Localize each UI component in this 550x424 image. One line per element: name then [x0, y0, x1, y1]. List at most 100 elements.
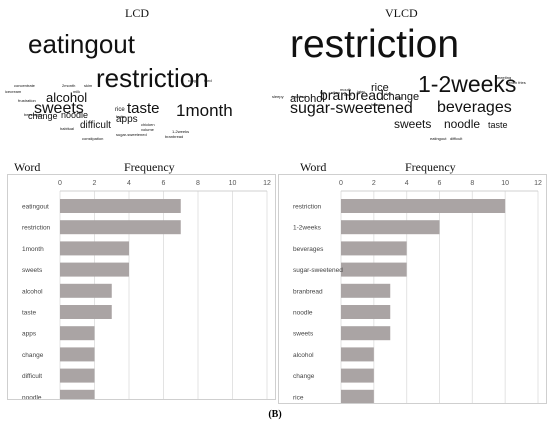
- cloud-word: constipation: [82, 135, 104, 141]
- cloud-word: beverages: [24, 111, 43, 117]
- bar: [60, 326, 95, 341]
- cloud-word: eatingout: [28, 29, 135, 60]
- x-tick-label: 2: [93, 180, 97, 187]
- bar: [60, 389, 95, 399]
- cloud-word: volume: [141, 126, 154, 132]
- category-label: branbread: [293, 288, 323, 295]
- category-label: difficult: [22, 373, 42, 380]
- bar: [341, 326, 391, 341]
- cloud-word: rough: [188, 77, 199, 83]
- cloud-word: fun: [320, 89, 326, 95]
- cloud-word: branbread: [320, 86, 384, 103]
- cloud-word: 1-2weeks: [172, 128, 190, 134]
- x-tick-label: 12: [263, 180, 271, 187]
- x-tick-label: 0: [339, 180, 343, 187]
- category-label: rice: [293, 394, 304, 401]
- bar: [60, 305, 112, 319]
- x-tick-label: 4: [405, 180, 409, 187]
- bar: [341, 283, 391, 298]
- cloud-word: taste: [127, 100, 160, 117]
- category-label: eatingout: [22, 204, 49, 211]
- cloud-word: 2month: [62, 82, 76, 88]
- cloud-word: sugar-sweetened: [290, 100, 413, 118]
- x-tick-label: 0: [58, 180, 62, 187]
- category-label: alcohol: [22, 288, 43, 295]
- cloud-word: rice: [371, 82, 389, 95]
- vlcd-word-cloud: restriction 1-2weeks branbread change rice al…: [0, 0, 550, 150]
- bar: [341, 199, 506, 213]
- cloud-word: restriction: [96, 63, 209, 94]
- category-label: 1-2weeks: [293, 225, 322, 232]
- category-label: 1month: [22, 246, 44, 253]
- x-tick-label: 8: [470, 180, 474, 187]
- cloud-word: fried: [204, 77, 212, 83]
- category-label: alcohol: [293, 352, 314, 359]
- cloud-word: dark: [344, 91, 352, 97]
- cloud-word: meeting: [497, 74, 512, 80]
- cloud-word: sugar-sweetened: [116, 131, 147, 137]
- cloud-word: taste: [488, 119, 508, 130]
- x-tick-label: 4: [127, 180, 131, 187]
- cloud-word: mouth: [340, 86, 352, 92]
- bar: [60, 199, 181, 213]
- x-tick-label: 2: [372, 180, 376, 187]
- category-label: sugar-sweetened: [293, 267, 343, 274]
- category-label: change: [293, 373, 315, 380]
- cloud-word: change: [383, 91, 420, 104]
- x-tick-label: 10: [501, 180, 509, 187]
- lcd-word-header: Word: [14, 160, 41, 174]
- cloud-word: apps: [116, 114, 138, 125]
- cloud-word: 1-2weeks: [418, 70, 517, 97]
- category-label: restriction: [22, 225, 51, 232]
- lcd-panel-title: LCD: [125, 6, 149, 20]
- category-label: restriction: [293, 204, 322, 211]
- bar: [341, 368, 374, 383]
- category-label: change: [22, 352, 44, 359]
- vlcd-frequency-chart: 0 2 4 6 8 10 12 restriction 1-2weeks beverages sug…: [278, 174, 547, 404]
- x-tick-label: 6: [438, 180, 442, 187]
- bar: [341, 389, 374, 403]
- cloud-word: food: [395, 94, 403, 100]
- bar: [60, 347, 95, 362]
- bar: [341, 220, 440, 235]
- bar: [60, 368, 95, 383]
- category-label: sweets: [22, 267, 43, 274]
- cloud-word: chicken: [141, 121, 155, 127]
- cloud-word: noodle: [444, 117, 481, 132]
- category-label: apps: [22, 331, 37, 338]
- category-label: beverages: [293, 246, 324, 253]
- bar: [60, 283, 112, 298]
- lcd-frequency-header: Frequency: [124, 160, 175, 174]
- cloud-word: french fries: [506, 79, 526, 85]
- bar: [341, 241, 407, 256]
- vlcd-word-header: Word: [300, 160, 327, 174]
- cloud-word: alcohol: [46, 89, 88, 105]
- cloud-word: sweets: [34, 100, 84, 118]
- cloud-word: difficult: [450, 135, 463, 141]
- bar: [60, 241, 129, 256]
- vlcd-bar-chart-svg: 0 2 4 6 8 10 12 restriction 1-2weeks beverages sug…: [293, 180, 542, 403]
- cloud-word: restriction: [290, 22, 460, 66]
- cloud-word: sweets: [394, 117, 432, 132]
- cloud-word: habitual: [60, 125, 75, 131]
- bar: [341, 262, 407, 277]
- cloud-word: sleepy: [272, 93, 284, 99]
- bar: [341, 305, 391, 319]
- cloud-word: beverages: [437, 99, 512, 117]
- x-tick-label: 12: [534, 180, 542, 187]
- category-label: sweets: [293, 331, 314, 338]
- cloud-word: rice: [115, 107, 125, 114]
- cloud-word: icecream: [5, 88, 22, 94]
- cloud-word: heavier: [371, 101, 385, 107]
- category-label: noodle: [293, 310, 313, 317]
- cloud-word: milk: [73, 88, 81, 94]
- lcd-frequency-chart: 0 2 4 6 8 10 12 eatingout restriction 1month sweet…: [7, 174, 276, 400]
- cloud-word: fruits: [116, 113, 125, 119]
- cloud-word: eatingout: [430, 135, 447, 141]
- vlcd-frequency-header: Frequency: [405, 160, 456, 174]
- bar: [341, 347, 374, 362]
- vlcd-panel-title: VLCD: [385, 6, 418, 20]
- cloud-word: change: [28, 110, 58, 121]
- category-label: noodle: [22, 394, 42, 399]
- cloud-word: skim: [84, 82, 93, 88]
